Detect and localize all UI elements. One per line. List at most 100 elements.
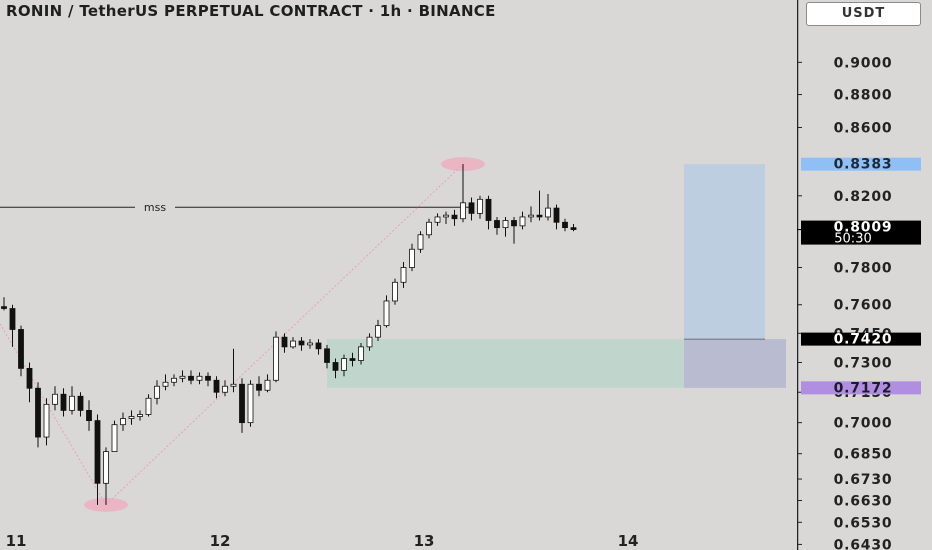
candle-body [477,198,483,214]
candle [392,278,398,305]
candle-body [213,379,220,393]
candle-body [69,395,75,411]
candle [247,380,254,427]
candle [1,297,7,311]
x-tick-label: 12 [210,532,231,550]
candle [341,354,347,377]
candle-body [366,336,373,348]
candles-layer [1,164,577,505]
candle-body [349,358,356,361]
candle-body [247,383,254,424]
candle [43,398,50,446]
candle-body [230,383,237,387]
x-tick-label: 11 [6,532,27,550]
candle [528,206,534,223]
candle-body [128,416,135,419]
candle [145,394,152,417]
candle [443,211,449,225]
current-price-label: 0.8009 [834,220,893,236]
candle [290,337,296,349]
candle-body [26,367,33,389]
candle-body [171,377,177,383]
candle [570,224,577,232]
candle [94,414,101,505]
countdown-label: 50:30 [834,232,871,247]
candle-body [86,410,92,421]
candle [239,378,245,433]
candle-body [162,381,169,387]
candle [417,231,424,253]
candle-body [281,336,288,348]
x-axis: 11 12 13 14 [6,532,639,550]
candle [60,388,67,417]
x-tick-label: 13 [414,532,435,550]
candle [366,333,373,351]
candle [205,372,211,387]
target-price-label: 0.8383 [834,157,893,173]
y-tick-label: 0.7000 [834,416,893,432]
y-tick-label: 0.6430 [834,537,893,550]
candle-body [417,234,424,250]
candle-body [502,220,509,229]
candle [562,218,568,232]
y-tick-label: 0.7800 [834,261,893,277]
candle-body [35,387,41,438]
candle [545,194,551,221]
candle [69,386,75,415]
x-tick-label: 14 [618,532,639,550]
target-zone [684,164,765,340]
candle [519,211,526,230]
candle-body [460,202,466,220]
candle-body [315,342,322,350]
currency-selector[interactable]: USDT [806,2,921,26]
candle-body [375,325,381,338]
candle [179,370,186,383]
candle [358,342,364,365]
candle-body [545,207,551,218]
candle-body [205,375,211,381]
y-tick-label: 0.6530 [834,515,893,531]
candle-body [553,207,560,223]
candle [332,358,339,379]
pivot-line-in [0,323,107,506]
candle [324,344,330,369]
entry-price-label: 0.7420 [834,332,893,348]
candle-body [324,348,330,363]
candle-body [485,198,492,221]
candle [256,376,262,397]
stop-price-badge [801,381,921,395]
candle-body [94,420,101,484]
candle [230,348,237,393]
candle-body [536,214,543,218]
price-axis[interactable]: 0.9000 0.8800 0.8600 0.8200 0.7800 0.7600 0.74… [797,0,932,550]
y-tick-label: 0.9000 [834,55,893,71]
candle-body [528,214,534,218]
candle-body [18,329,24,369]
candle [409,243,415,272]
candle [137,410,143,421]
candle [264,374,271,393]
candle [375,319,381,342]
target-price-badge [801,157,921,171]
candle [77,392,84,417]
candle-body [332,362,339,371]
candle-body [77,395,84,411]
zones-layer [327,164,786,388]
candle-body [392,281,398,302]
candle [383,295,390,328]
candle-body [196,375,203,381]
candle-body [400,267,407,283]
candle-body [145,397,152,415]
candle [196,372,203,385]
candle-body [298,340,305,346]
candle [426,218,432,239]
candle-body [264,379,271,391]
candle [349,352,356,367]
candle [111,420,118,453]
candle-body [307,342,313,346]
candle [511,216,517,244]
candle-body [120,418,126,426]
mss-label: mss [144,201,166,214]
